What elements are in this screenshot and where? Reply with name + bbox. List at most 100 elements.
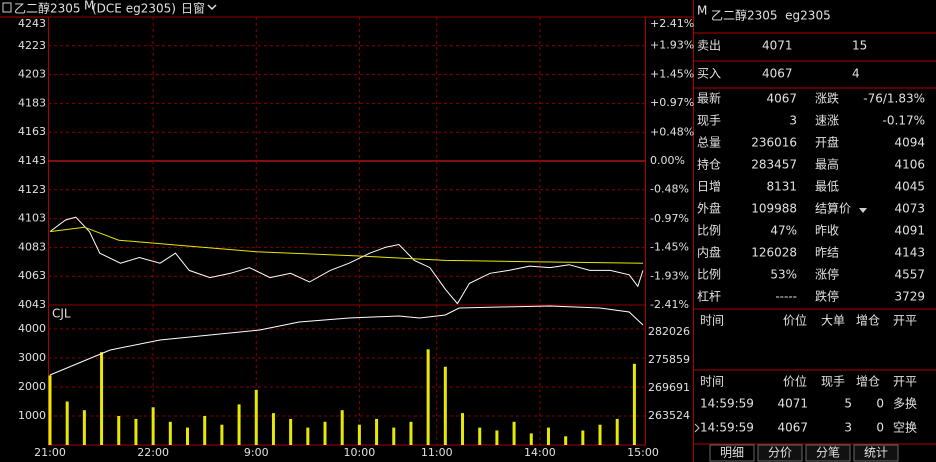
- tab[interactable]: [853, 444, 899, 462]
- volume-bar: [564, 436, 568, 445]
- settle-dropdown[interactable]: [859, 208, 867, 213]
- price-tick-label: 4063: [18, 269, 46, 282]
- pct-tick-label: +1.93%: [650, 39, 694, 52]
- price-line: [49, 226, 644, 264]
- stat-value: 4091: [894, 224, 925, 238]
- volume-bar: [426, 349, 430, 445]
- volume-bar: [340, 410, 344, 445]
- trade-cell: 14:59:59: [700, 397, 754, 411]
- volume-bar: [392, 427, 396, 445]
- stat-label: 现手: [697, 114, 721, 128]
- volume-bar: [615, 418, 619, 445]
- volume-bar: [186, 427, 190, 445]
- volume-bar: [409, 421, 413, 445]
- stat-label: 日增: [697, 180, 721, 194]
- dropdown-arrow[interactable]: [207, 4, 217, 11]
- volume-bar: [461, 413, 465, 445]
- stat-value: 3729: [894, 290, 925, 304]
- volume-bar: [512, 421, 516, 445]
- volume-bar: [546, 427, 550, 445]
- price-tick-label: 4203: [18, 68, 46, 81]
- volume-bar: [254, 389, 258, 445]
- volume-bar: [529, 433, 533, 445]
- big-header: 大单: [821, 314, 845, 328]
- volume-bar: [134, 418, 138, 445]
- stat-label: 速涨: [815, 113, 839, 128]
- time-tick-label: 15:00: [627, 446, 659, 459]
- tab[interactable]: [709, 444, 755, 462]
- pct-tick-label: +2.41%: [650, 17, 694, 30]
- trade-header: 价位: [783, 374, 807, 389]
- tab-label[interactable]: 统计: [864, 446, 888, 460]
- time-tick-label: 22:00: [137, 446, 169, 459]
- trade-cell: 0: [876, 397, 884, 411]
- volume-tick-label: 3000: [18, 351, 46, 364]
- time-tick-label: 21:00: [34, 446, 66, 459]
- stat-value: 47%: [770, 224, 797, 238]
- stat-value: 126028: [751, 246, 797, 260]
- stat-label: 最高: [815, 157, 839, 172]
- tab-label[interactable]: 明细: [720, 446, 744, 460]
- pct-tick-label: -0.97%: [650, 212, 689, 225]
- window-select[interactable]: 日窗: [181, 2, 205, 16]
- volume-bar: [100, 352, 104, 445]
- price-tick-label: 4103: [18, 212, 46, 225]
- tab-label[interactable]: 分笔: [816, 445, 840, 460]
- stat-label: 跌停: [815, 289, 839, 304]
- trade-cell: 3: [844, 421, 852, 435]
- stat-value: 236016: [751, 136, 797, 150]
- pct-tick-label: -1.45%: [650, 241, 689, 254]
- stat-value: 4143: [894, 246, 925, 260]
- bid-price: 4067: [762, 67, 793, 81]
- time-tick-label: 14:00: [524, 446, 556, 459]
- trade-cell: 空换: [893, 421, 917, 435]
- trade-cell: 4067: [777, 421, 808, 435]
- stat-label: 最低: [815, 180, 839, 194]
- stat-label: 昨结: [815, 246, 839, 260]
- stat-value: 4045: [894, 180, 925, 194]
- stat-label: 涨跌: [815, 91, 839, 106]
- tab-label[interactable]: 分价: [768, 446, 792, 460]
- volume-bar: [581, 430, 585, 445]
- quote-flag: M: [697, 4, 707, 18]
- stat-label: 内盘: [697, 245, 721, 260]
- stat-label: 比例: [697, 224, 721, 238]
- stat-value: 4094: [894, 136, 925, 150]
- volume-bar: [203, 416, 207, 445]
- price-tick-label: 4163: [18, 125, 46, 138]
- stat-label: 杠杆: [697, 289, 721, 304]
- price-tick-label: 4043: [18, 298, 46, 311]
- stat-value: 283457: [751, 158, 797, 172]
- tab[interactable]: [805, 444, 851, 462]
- menu-icon[interactable]: [2, 2, 12, 13]
- price-tick-label: 4183: [18, 96, 46, 109]
- big-header: 增仓: [856, 314, 880, 328]
- stat-value: -----: [775, 290, 797, 304]
- stat-value: 4557: [894, 268, 925, 282]
- volume-bar: [220, 424, 224, 445]
- trade-header: 时间: [700, 375, 724, 389]
- volume-bar: [48, 375, 52, 445]
- price-tick-label: 4123: [18, 183, 46, 196]
- oi-tick-label: 263524: [648, 409, 690, 422]
- pct-tick-label: -1.93%: [650, 269, 689, 282]
- stat-value: 53%: [770, 268, 797, 282]
- volume-bar: [117, 416, 121, 445]
- stat-value: -76/1.83%: [863, 92, 925, 106]
- stat-value: 4106: [894, 158, 925, 172]
- bid-volume: 4: [852, 67, 860, 81]
- pct-tick-label: 0.00%: [650, 154, 685, 167]
- oi-tick-label: 269691: [648, 381, 690, 394]
- trade-header: 现手: [821, 375, 845, 389]
- row-marker: [694, 423, 700, 433]
- volume-tick-label: 1000: [18, 409, 46, 422]
- price-line: [49, 216, 644, 305]
- pct-tick-label: -2.41%: [650, 298, 689, 311]
- stat-label: 比例: [697, 268, 721, 282]
- bid-label: 买入: [697, 67, 721, 81]
- tab[interactable]: [757, 444, 803, 462]
- stat-label: 开盘: [815, 135, 839, 150]
- trade-cell: 5: [844, 397, 852, 411]
- volume-tick-label: 4000: [18, 322, 46, 335]
